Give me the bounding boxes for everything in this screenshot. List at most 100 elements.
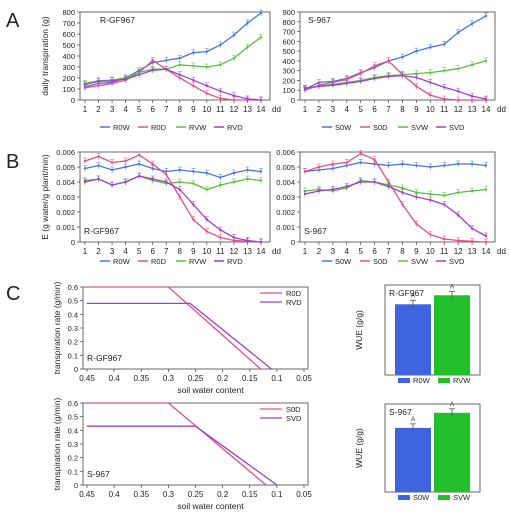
x-tick-label: 9 [191, 105, 196, 114]
data-point [205, 230, 209, 233]
x-tick-label: 6 [372, 247, 377, 256]
x-tick-label: 4 [123, 247, 128, 256]
chart-title: S-967 [389, 407, 412, 417]
x-tick-label: 6 [150, 247, 155, 256]
y-tick-label: 0.1 [68, 467, 78, 476]
data-point [387, 185, 390, 188]
x-tick-label: 7 [164, 105, 169, 114]
y-tick-label: 0.3 [68, 440, 78, 449]
data-point [219, 228, 222, 232]
data-point [429, 233, 432, 236]
data-point [359, 152, 362, 155]
data-point [246, 168, 249, 172]
chart-title: R-GF967 [389, 288, 424, 298]
data-point [192, 182, 195, 185]
x-tick-label: 0.45 [79, 490, 95, 499]
x-tick-label: 11 [440, 105, 449, 114]
x-tick-label: 13 [468, 247, 477, 256]
data-point [178, 168, 181, 172]
data-point [443, 97, 446, 101]
legend-label: SVD [286, 414, 302, 423]
data-point [205, 92, 209, 95]
data-point [331, 188, 335, 191]
y-axis-label: daily transpiration (g) [40, 16, 50, 96]
data-point [151, 59, 154, 62]
x-tick-label: 0.1 [271, 490, 283, 499]
legend-label: S0W [413, 493, 430, 502]
data-point [192, 203, 195, 206]
y-tick-label: 0.006 [56, 148, 75, 157]
data-point [429, 71, 432, 74]
series-line [84, 68, 262, 101]
x-tick-label: 5 [137, 105, 142, 114]
data-point [470, 189, 474, 193]
x-tick-label: 5 [358, 247, 363, 256]
data-point [219, 90, 222, 93]
data-point [232, 236, 236, 239]
data-point [415, 191, 418, 194]
y-axis-label: transpiration rate (g/min) [52, 398, 62, 491]
chart-title: S-967 [308, 15, 331, 25]
data-point [415, 164, 418, 167]
data-point [373, 77, 376, 80]
data-point [401, 191, 404, 194]
y-tick-label: 0 [291, 96, 295, 105]
data-point [484, 164, 488, 167]
legend-label: SVW [411, 257, 429, 266]
data-point [178, 63, 181, 66]
data-point [259, 240, 263, 244]
data-point [456, 90, 460, 93]
x-tick-label: 10 [202, 105, 211, 114]
data-point [387, 59, 390, 63]
legend-swatch [438, 378, 450, 383]
data-point [470, 240, 474, 243]
x-tick-label: 2 [317, 247, 322, 256]
y-tick-label: 0.003 [276, 193, 295, 202]
x-tick-label: 0.4 [109, 490, 121, 499]
x-tick-label: 6 [150, 105, 155, 114]
data-point [151, 69, 154, 72]
y-tick-label: 400 [62, 52, 75, 61]
y-tick-label: 200 [282, 76, 295, 85]
data-point [110, 183, 114, 187]
x-tick-label: 13 [243, 105, 252, 114]
data-point [373, 64, 376, 67]
y-tick-label: 100 [62, 85, 75, 94]
chart-title: R-GF967 [84, 226, 119, 236]
data-point [373, 162, 376, 166]
x-tick-label: 0.05 [296, 374, 312, 383]
data-point [443, 164, 446, 167]
data-point [246, 239, 249, 242]
data-point [219, 236, 222, 239]
y-tick-label: 300 [62, 63, 75, 72]
x-tick-label: 0.35 [133, 490, 149, 499]
x-tick-label: 9 [191, 247, 196, 256]
data-point [151, 177, 154, 181]
series-line [84, 36, 262, 85]
x-tick-label: 1 [303, 247, 308, 256]
y-tick-label: 500 [62, 41, 75, 50]
x-tick-label: 0.2 [217, 490, 229, 499]
legend-label: SVW [411, 123, 429, 132]
y-tick-label: 0.003 [56, 193, 75, 202]
x-tick-label: 9 [414, 105, 419, 114]
x-tick-label: 1 [303, 105, 308, 114]
data-point [415, 72, 418, 75]
data-point [484, 188, 488, 191]
data-point [401, 55, 404, 59]
series-line [304, 15, 487, 90]
data-point [415, 222, 418, 226]
data-point [345, 82, 348, 85]
legend-label: R0W [413, 376, 431, 385]
series-line [84, 59, 261, 101]
data-point [484, 14, 488, 18]
x-tick-label: 0.25 [188, 490, 204, 499]
data-point [232, 94, 236, 97]
data-point [219, 43, 222, 47]
data-point [303, 192, 307, 196]
data-point [317, 165, 321, 169]
